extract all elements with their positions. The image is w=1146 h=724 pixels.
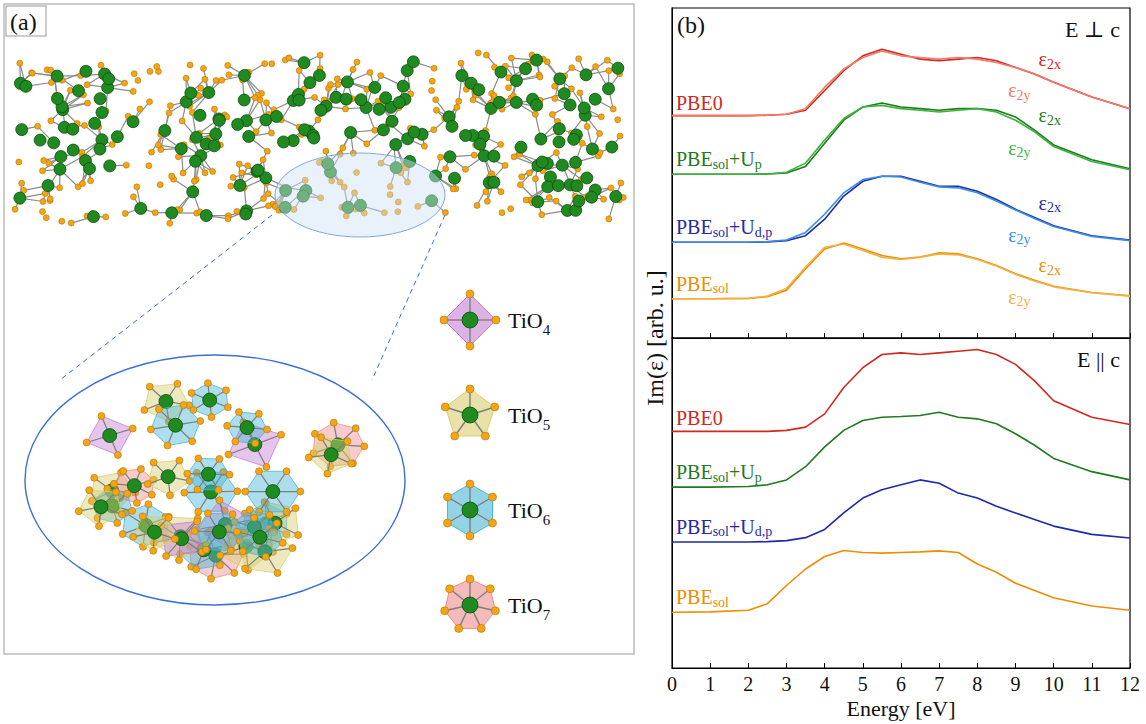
svg-text:sol: sol [713, 524, 729, 539]
svg-text:sol: sol [713, 595, 729, 610]
svg-text:3: 3 [782, 673, 792, 695]
svg-text:5: 5 [858, 673, 868, 695]
svg-text:PBE: PBE [676, 273, 713, 295]
svg-text:ε: ε [1039, 192, 1047, 214]
svg-text:2x: 2x [1047, 57, 1061, 72]
svg-text:(b): (b) [677, 12, 705, 38]
svg-text:Energy [eV]: Energy [eV] [847, 696, 956, 721]
svg-text:sol: sol [713, 225, 729, 240]
svg-text:TiO7: TiO7 [508, 593, 551, 623]
svg-text:11: 11 [1082, 673, 1101, 695]
svg-text:2y: 2y [1017, 294, 1031, 309]
svg-text:2: 2 [743, 673, 753, 695]
svg-text:p: p [755, 157, 762, 172]
svg-text:2x: 2x [1047, 200, 1061, 215]
svg-text:0: 0 [667, 673, 677, 695]
svg-text:PBE0: PBE0 [676, 407, 723, 429]
svg-text:(a): (a) [10, 9, 37, 35]
svg-text:6: 6 [896, 673, 906, 695]
svg-text:12: 12 [1120, 673, 1140, 695]
svg-text:4: 4 [820, 673, 830, 695]
svg-text:2y: 2y [1017, 145, 1031, 160]
svg-text:d,p: d,p [755, 225, 773, 240]
svg-text:ε: ε [1008, 286, 1016, 308]
svg-text:+U: +U [729, 461, 755, 483]
svg-text:PBE: PBE [676, 516, 713, 538]
svg-text:TiO6: TiO6 [508, 498, 551, 528]
svg-text:8: 8 [972, 673, 982, 695]
svg-text:E || c: E || c [1077, 347, 1120, 372]
svg-text:10: 10 [1044, 673, 1064, 695]
svg-text:ε: ε [1008, 137, 1016, 159]
svg-text:2x: 2x [1047, 113, 1061, 128]
svg-text:9: 9 [1011, 673, 1021, 695]
svg-text:+U: +U [729, 516, 755, 538]
svg-text:ε: ε [1039, 254, 1047, 276]
svg-text:PBE: PBE [676, 148, 713, 170]
svg-text:Im(ε) [arb. u.]: Im(ε) [arb. u.] [642, 270, 668, 405]
svg-text:2x: 2x [1047, 263, 1061, 278]
svg-text:ε: ε [1039, 104, 1047, 126]
svg-text:sol: sol [713, 470, 729, 485]
svg-text:PBE: PBE [676, 216, 713, 238]
svg-text:+U: +U [729, 148, 755, 170]
svg-text:p: p [755, 470, 762, 485]
svg-text:E ⊥ c: E ⊥ c [1065, 17, 1120, 42]
svg-text:ε: ε [1039, 48, 1047, 70]
svg-text:PBE: PBE [676, 586, 713, 608]
svg-text:ε: ε [1008, 79, 1016, 101]
svg-text:PBE0: PBE0 [676, 92, 723, 114]
svg-text:7: 7 [934, 673, 944, 695]
svg-text:sol: sol [713, 281, 729, 296]
svg-text:1: 1 [705, 673, 715, 695]
svg-text:sol: sol [713, 157, 729, 172]
svg-text:PBE: PBE [676, 461, 713, 483]
svg-text:TiO4: TiO4 [508, 308, 551, 338]
svg-text:2y: 2y [1017, 232, 1031, 247]
svg-text:TiO5: TiO5 [508, 403, 550, 433]
svg-text:d,p: d,p [755, 524, 773, 539]
svg-text:2y: 2y [1017, 88, 1031, 103]
svg-text:+U: +U [729, 216, 755, 238]
svg-text:ε: ε [1008, 224, 1016, 246]
